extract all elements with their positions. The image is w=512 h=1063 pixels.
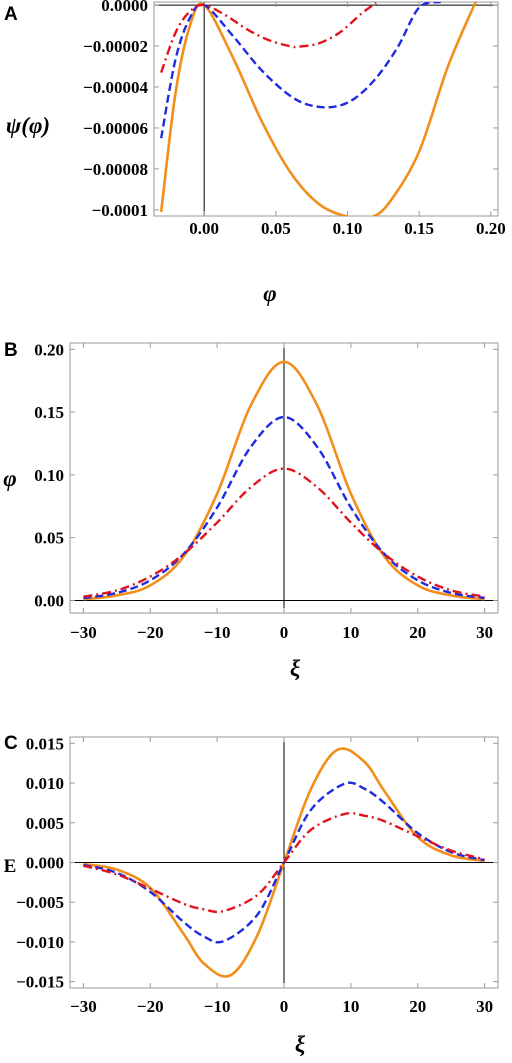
series-line-dashdot bbox=[83, 811, 485, 914]
y-tick-label: 0.10 bbox=[34, 466, 64, 485]
series-line-dashdot bbox=[83, 467, 485, 598]
y-tick-label: 0.05 bbox=[34, 529, 64, 548]
y-tick-label: 0.010 bbox=[26, 774, 64, 793]
x-tick-label: −20 bbox=[137, 623, 164, 642]
panel-b-ylabel: φ bbox=[3, 466, 16, 491]
x-tick-label: 20 bbox=[409, 997, 426, 1016]
x-tick-label: −10 bbox=[204, 997, 231, 1016]
x-tick-label: 0.20 bbox=[476, 219, 506, 238]
y-tick-label: 0.15 bbox=[34, 403, 64, 422]
y-tick-label: −0.0001 bbox=[92, 201, 148, 220]
y-tick-label: −0.010 bbox=[16, 933, 64, 952]
x-tick-label: 10 bbox=[342, 997, 359, 1016]
y-tick-label: 0.00 bbox=[34, 591, 64, 610]
x-tick-label: 0 bbox=[280, 623, 289, 642]
y-tick-label: 0.015 bbox=[26, 734, 64, 753]
panel-a: A φ ψ(φ) 0.00 0.05 0.10 0.15 0.20 0.0000 −0.00… bbox=[4, 0, 506, 306]
y-tick-label: 0.005 bbox=[26, 814, 64, 833]
series-line-solid bbox=[159, 2, 478, 216]
x-tick-label: 30 bbox=[476, 623, 493, 642]
panel-b: B ξ φ −30 −20 −10 0 10 20 30 0.00 0.05 0.10 0.15 0.… bbox=[3, 340, 499, 681]
panel-b-xlabel: ξ bbox=[290, 656, 301, 681]
panel-a-letter: A bbox=[4, 4, 18, 25]
panel-b-letter: B bbox=[4, 340, 18, 361]
y-tick-label: 0.000 bbox=[26, 854, 64, 873]
x-tick-label: −30 bbox=[70, 623, 97, 642]
x-tick-label: −20 bbox=[137, 997, 164, 1016]
x-tick-label: 20 bbox=[409, 623, 426, 642]
y-tick-label: −0.00002 bbox=[83, 37, 148, 56]
x-tick-label: 0.15 bbox=[404, 219, 434, 238]
y-tick-label: −0.00008 bbox=[83, 160, 148, 179]
x-tick-label: −10 bbox=[204, 623, 231, 642]
y-tick-label: −0.00006 bbox=[83, 119, 148, 138]
panel-c: C ξ E −30 −20 −10 0 10 20 30 0.015 0.010 0.005 0.0… bbox=[4, 733, 499, 1057]
series-line-dashdot bbox=[160, 2, 377, 74]
y-tick-label: −0.015 bbox=[16, 973, 64, 992]
panel-a-xlabel: φ bbox=[263, 281, 276, 306]
panel-c-letter: C bbox=[4, 733, 18, 754]
y-tick-label: −0.005 bbox=[16, 893, 64, 912]
y-tick-label: 0.0000 bbox=[101, 0, 148, 15]
x-tick-label: 0.10 bbox=[333, 219, 363, 238]
x-tick-label: −30 bbox=[70, 997, 97, 1016]
x-tick-label: 10 bbox=[342, 623, 359, 642]
panel-c-xlabel: ξ bbox=[295, 1032, 306, 1057]
y-tick-label: 0.20 bbox=[34, 340, 64, 359]
x-tick-label: 0 bbox=[280, 997, 289, 1016]
series-line-solid bbox=[83, 360, 485, 601]
x-tick-label: 0.05 bbox=[261, 219, 291, 238]
series-line-dashed bbox=[159, 2, 441, 139]
x-tick-label: 30 bbox=[476, 997, 493, 1016]
panel-a-ylabel: ψ(φ) bbox=[6, 113, 50, 138]
panel-c-ylabel: E bbox=[4, 856, 17, 877]
y-tick-label: −0.00004 bbox=[83, 78, 148, 97]
plot-frame bbox=[153, 1, 499, 217]
x-tick-label: 0.00 bbox=[189, 219, 219, 238]
